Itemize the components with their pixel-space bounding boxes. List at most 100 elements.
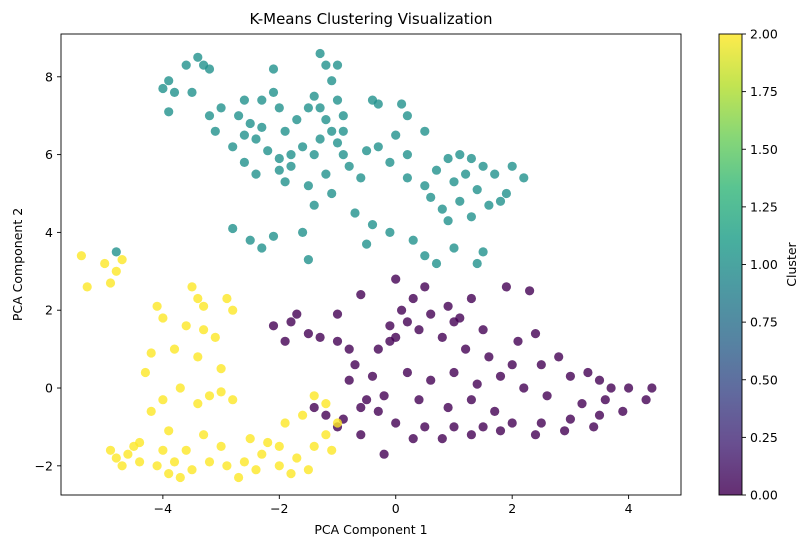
cluster-0-point	[321, 410, 331, 420]
cluster-1-point	[455, 196, 465, 206]
cluster-2-point	[158, 313, 168, 323]
y-tick-label: −2	[35, 458, 53, 473]
cluster-1-point	[385, 227, 395, 237]
cluster-0-point	[303, 329, 313, 339]
cluster-2-point	[187, 282, 197, 292]
cluster-0-point	[478, 325, 488, 335]
cluster-1-point	[292, 115, 302, 125]
colorbar-label: Cluster	[784, 241, 799, 286]
cluster-1-point	[449, 243, 459, 253]
y-tick-label: 8	[45, 69, 53, 84]
cluster-0-point	[391, 274, 401, 284]
cluster-1-point	[484, 200, 494, 210]
cluster-0-point	[356, 402, 366, 413]
cluster-1-point	[309, 200, 319, 210]
cluster-2-point	[82, 282, 92, 292]
cluster-0-point	[554, 352, 564, 362]
cluster-2-point	[321, 399, 331, 409]
cluster-1-point	[391, 130, 401, 140]
cluster-0-point	[426, 309, 436, 319]
cluster-1-point	[327, 126, 337, 136]
cluster-1-point	[251, 134, 261, 144]
cluster-2-point	[76, 251, 86, 261]
cluster-2-point	[245, 434, 255, 444]
cluster-1-point	[239, 95, 249, 105]
cluster-0-point	[618, 406, 628, 416]
cluster-2-point	[111, 453, 121, 463]
cluster-2-point	[222, 461, 232, 471]
cluster-0-point	[443, 402, 453, 413]
cluster-1-point	[164, 107, 174, 117]
cluster-1-point	[408, 235, 418, 245]
cluster-0-point	[426, 375, 436, 385]
cluster-1-point	[315, 103, 325, 113]
cluster-0-point	[594, 375, 605, 385]
cluster-2-point	[100, 258, 110, 269]
cluster-0-point	[286, 317, 296, 327]
cluster-0-point	[466, 395, 476, 405]
cluster-0-point	[402, 317, 412, 327]
cluster-0-point	[443, 301, 453, 311]
cluster-2-point	[175, 383, 185, 393]
x-tick-label: 4	[625, 501, 633, 516]
cluster-1-point	[461, 169, 471, 179]
cluster-2-point	[239, 457, 249, 467]
cluster-1-point	[478, 161, 488, 171]
cluster-0-point	[420, 422, 430, 432]
cluster-0-point	[420, 282, 430, 292]
cluster-1-point	[490, 169, 500, 179]
cluster-2-point	[257, 449, 267, 459]
cluster-2-point	[140, 367, 150, 378]
cluster-2-point	[129, 441, 139, 451]
y-axis: −2 0 2 4 6 8	[35, 69, 61, 473]
cluster-1-point	[402, 150, 412, 160]
cluster-2-point	[181, 445, 191, 455]
cluster-1-point	[245, 118, 255, 129]
cluster-1-point	[210, 126, 220, 136]
cluster-1-point	[472, 258, 482, 269]
cluster-1-point	[332, 95, 343, 105]
cluster-1-point	[193, 52, 203, 62]
cluster-1-point	[298, 142, 308, 152]
cluster-1-point	[437, 204, 447, 214]
cluster-0-point	[542, 391, 552, 401]
cluster-2-point	[327, 445, 337, 455]
cluster-1-point	[111, 247, 121, 257]
colorbar-tick-label: 0.25	[750, 430, 778, 445]
cluster-0-point	[408, 434, 418, 444]
y-tick-label: 6	[45, 147, 53, 162]
cluster-1-point	[356, 173, 366, 183]
cluster-2-point	[332, 418, 343, 428]
cluster-2-point	[298, 410, 308, 420]
cluster-1-point	[321, 60, 331, 70]
cluster-0-point	[449, 367, 459, 378]
cluster-1-point	[251, 169, 261, 179]
colorbar-tick-label: 0.00	[750, 488, 778, 503]
colorbar-gradient	[718, 33, 743, 496]
colorbar: 0.00 0.25 0.50 0.75 1.00 1.25 1.50 1.75 2.00 Clu…	[718, 27, 799, 503]
cluster-1-point	[327, 76, 337, 86]
cluster-2-point	[263, 437, 273, 448]
cluster-2-point	[199, 430, 209, 440]
cluster-2-point	[105, 278, 116, 288]
cluster-1-point	[344, 161, 354, 171]
cluster-1-point	[501, 188, 511, 199]
cluster-1-point	[263, 146, 273, 156]
cluster-1-point	[420, 126, 430, 136]
cluster-1-point	[455, 150, 465, 160]
cluster-0-point	[484, 352, 494, 362]
cluster-0-point	[397, 305, 407, 315]
cluster-0-point	[624, 383, 634, 393]
cluster-2-point	[321, 430, 331, 440]
cluster-1-point	[373, 142, 383, 152]
cluster-0-point	[583, 367, 593, 378]
cluster-0-point	[641, 395, 651, 405]
cluster-1-point	[303, 181, 313, 191]
cluster-0-point	[280, 336, 290, 346]
cluster-0-point	[437, 434, 447, 444]
cluster-2-point	[228, 305, 238, 315]
cluster-0-point	[268, 321, 279, 331]
cluster-1-point	[495, 196, 506, 206]
x-tick-label: −2	[270, 501, 288, 516]
cluster-1-point	[257, 243, 267, 253]
